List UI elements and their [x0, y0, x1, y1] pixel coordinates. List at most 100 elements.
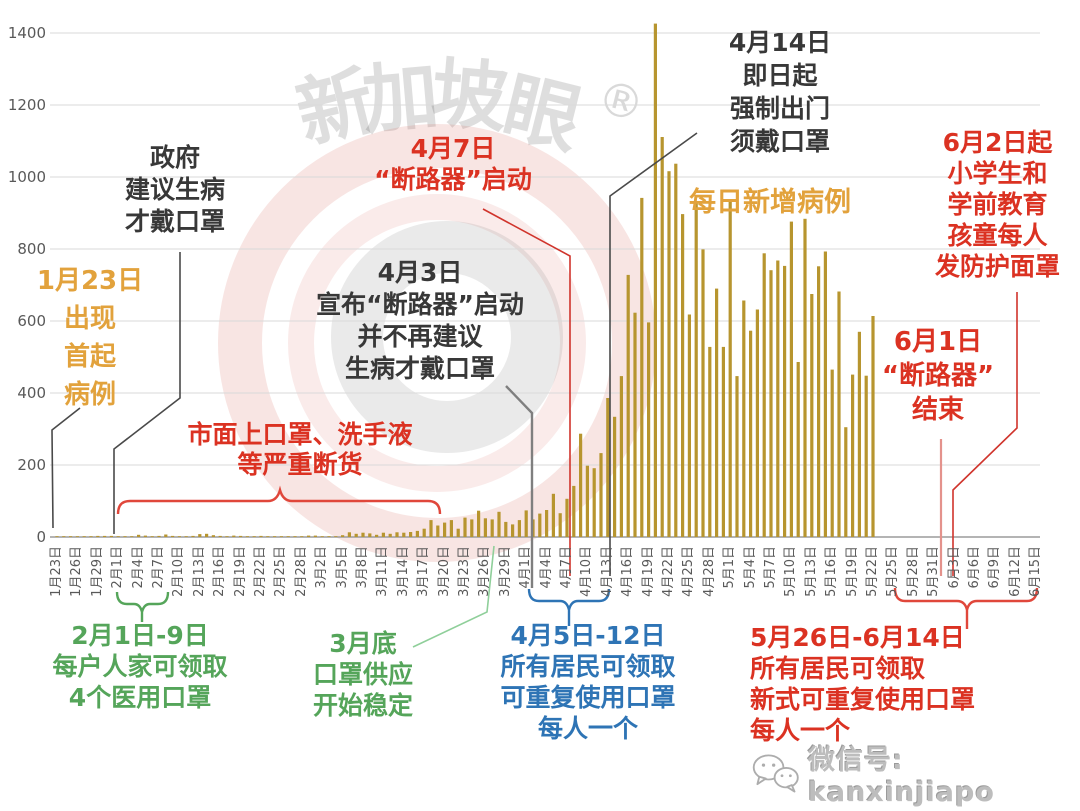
x-tick-label: 4月19日	[640, 546, 656, 597]
x-tick-label: 3月29日	[497, 546, 513, 597]
x-tick-label: 2月16日	[212, 546, 228, 597]
x-tick-label: 3月11日	[375, 546, 391, 597]
x-tick-label: 3月23日	[457, 546, 472, 597]
annotation-line: 4月14日	[728, 28, 832, 57]
annotation-first-case: 1月23日 出现 首起 病例	[35, 262, 145, 414]
x-tick-label: 3月5日	[334, 546, 350, 589]
x-tick-label: 2月13日	[191, 546, 207, 597]
x-tick-label: 5月19日	[844, 546, 860, 597]
x-tick-label: 5月7日	[763, 546, 778, 589]
x-tick-label: 3月20日	[436, 546, 452, 597]
annotation-line: 新式可重复使用口罩	[750, 685, 976, 714]
wechat-footer: 微信号: kanxinjiapo	[750, 738, 1080, 808]
x-tick-label: 2月10日	[171, 546, 187, 597]
annotation-may-masks: 5月26日-6月14日 所有居民可领取 新式可重复使用口罩 每人一个	[750, 622, 1018, 746]
annotation-line: 可重复使用口罩	[500, 683, 676, 712]
x-tick-label: 6月15日	[1028, 546, 1044, 597]
annotation-line: 建议生病	[124, 175, 225, 204]
x-tick-label: 5月28日	[905, 546, 921, 597]
brace-may-masks	[893, 587, 1039, 629]
annotation-line: 宣布“断路器”启动	[316, 290, 524, 319]
annotation-april-masks: 4月5日-12日 所有居民可领取 可重复使用口罩 每人一个	[475, 620, 701, 744]
x-tick-label: 3月26日	[477, 546, 493, 597]
x-tick-label: 4月25日	[681, 546, 697, 597]
wechat-id-label: 微信号: kanxinjiapo	[807, 745, 995, 808]
annotation-line: 政府	[149, 143, 200, 172]
x-tick-label: 4月4日	[538, 546, 554, 589]
annotation-line: 市面上口罩、洗手液	[187, 420, 413, 449]
leader-march-supply	[412, 545, 495, 648]
annotation-line: 首起	[63, 342, 116, 372]
leader-govt-advice	[113, 252, 181, 534]
annotation-march-supply: 3月底 口罩供应 开始稳定	[300, 628, 426, 721]
brace-shortage-period	[116, 485, 442, 515]
y-tick-label: 1400	[7, 24, 46, 42]
leader-first-case	[51, 407, 81, 529]
x-tick-label: 2月22日	[253, 546, 268, 597]
y-tick-label: 600	[17, 312, 46, 330]
annotation-line: 5月26日-6月14日	[750, 623, 965, 652]
x-tick-label: 2月25日	[273, 546, 289, 597]
annotation-line: “断路器”启动	[374, 165, 532, 194]
annotation-line: 4个医用口罩	[68, 683, 212, 712]
x-tick-label: 4月22日	[661, 546, 676, 597]
x-tick-label: 6月6日	[967, 546, 982, 589]
x-tick-label: 4月1日	[518, 546, 534, 589]
x-tick-label: 1月23日	[49, 546, 64, 597]
annotation-line: 6月1日	[893, 327, 983, 357]
range-braces	[115, 485, 1039, 629]
x-tick-label: 5月25日	[885, 546, 901, 597]
annotation-line: 结束	[911, 395, 964, 425]
x-tick-label: 4月28日	[701, 546, 717, 597]
annotation-line: 4月5日-12日	[510, 621, 666, 650]
x-tick-label: 5月1日	[722, 546, 738, 589]
annotation-circuit-breaker-announce: 4月3日 宣布“断路器”启动 并不再建议 生病才戴口罩	[295, 257, 545, 385]
annotation-line: 1月23日	[36, 266, 144, 296]
y-tick-label: 1200	[7, 96, 46, 114]
x-tick-label: 2月1日	[110, 546, 126, 589]
annotation-line: 生病才戴口罩	[344, 354, 495, 383]
annotation-line: 开始稳定	[312, 691, 413, 720]
annotation-line: 才戴口罩	[124, 207, 225, 236]
x-tick-label: 5月4日	[742, 546, 758, 589]
leader-mask-mandatory	[609, 132, 698, 576]
annotation-line: 病例	[63, 380, 116, 410]
annotation-line: 出现	[63, 304, 116, 334]
annotation-line: 等严重断货	[237, 450, 363, 479]
annotation-line: 所有居民可领取	[750, 654, 926, 683]
annotation-line: 并不再建议	[357, 322, 483, 351]
annotation-line: 6月2日起	[942, 128, 1053, 157]
annotation-face-shield: 6月2日起 小学生和 学前教育 孩童每人 发防护面罩	[930, 127, 1065, 282]
brace-feb-masks	[115, 591, 170, 622]
annotation-circuit-breaker-start: 4月7日 “断路器”启动	[343, 133, 563, 195]
annotation-govt-advice: 政府 建议生病 才戴口罩	[105, 142, 245, 238]
x-tick-label: 6月12日	[1007, 546, 1023, 597]
x-tick-label: 1月26日	[69, 546, 85, 597]
annotation-line: 学前教育	[947, 190, 1048, 219]
x-tick-label: 3月2日	[314, 546, 330, 589]
y-tick-label: 200	[17, 456, 46, 474]
annotation-line: 每户人家可领取	[52, 652, 228, 681]
annotation-feb-masks: 2月1日-9日 每户人家可领取 4个医用口罩	[40, 620, 240, 713]
x-tick-label: 4月10日	[579, 546, 595, 597]
x-tick-label: 5月13日	[803, 546, 819, 597]
annotation-line: 即日起	[742, 61, 818, 90]
annotation-line: 口罩供应	[312, 660, 413, 689]
annotation-line: 发防护面罩	[934, 252, 1060, 281]
y-tick-label: 0	[36, 528, 46, 546]
leader-cb-start	[482, 208, 571, 576]
annotation-mask-shortage: 市面上口罩、洗手液 等严重断货	[170, 420, 430, 480]
annotation-line: 每人一个	[750, 716, 851, 745]
annotation-circuit-breaker-end: 6月1日 “断路器” 结束	[870, 325, 1006, 427]
y-tick-label: 1000	[7, 168, 46, 186]
x-tick-label: 5月22日	[865, 546, 880, 597]
annotation-line: 强制出门	[729, 94, 830, 123]
x-tick-label: 2月19日	[232, 546, 248, 597]
leader-face-shield	[952, 292, 1018, 576]
x-tick-label: 2月4日	[130, 546, 146, 589]
y-tick-label: 800	[17, 240, 46, 258]
x-tick-label: 6月3日	[946, 546, 962, 589]
annotation-line: 每日新增病例	[689, 187, 851, 218]
